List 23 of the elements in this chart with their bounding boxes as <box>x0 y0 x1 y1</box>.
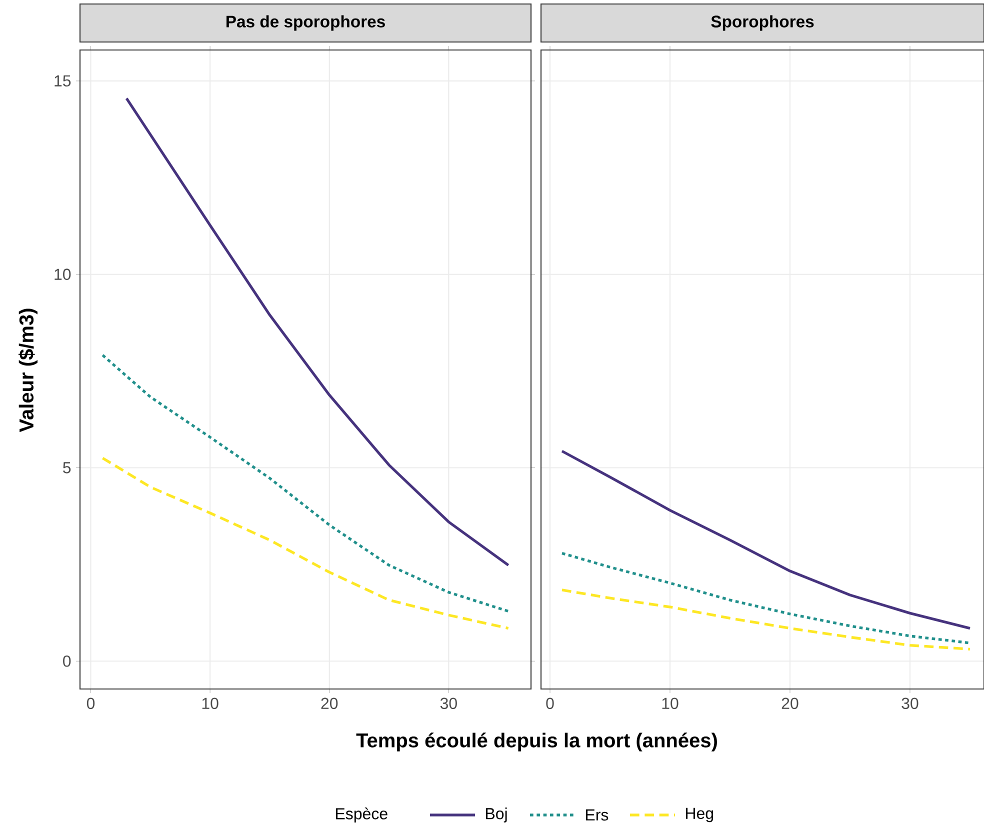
line-series <box>101 456 510 630</box>
x-tick-label: 0 <box>546 698 554 710</box>
x-tick-label: 10 <box>662 698 678 710</box>
legend-label: Boj <box>486 808 507 822</box>
y-tick-label: 0 <box>63 655 71 667</box>
y-axis-title: Valeur ($/m3) <box>18 308 38 432</box>
x-tick-label: 0 <box>86 698 95 710</box>
legend-title: Espèce <box>336 807 388 823</box>
line-series <box>101 354 510 613</box>
legend-label: Heg <box>686 808 714 822</box>
y-tick-label: 15 <box>54 75 71 87</box>
x-tick-label: 30 <box>902 698 918 710</box>
line-series <box>125 97 510 567</box>
y-tick-label: 5 <box>63 462 71 474</box>
legend-label: Ers <box>586 809 608 821</box>
x-tick-label: 30 <box>440 698 457 710</box>
x-tick-label: 10 <box>202 698 218 710</box>
chart-title: Pas de sporophores <box>226 15 385 31</box>
y-tick-label: 10 <box>54 268 71 280</box>
x-axis-title: Temps écoulé depuis la mort (années) <box>356 732 717 752</box>
chart-title: Sporophores <box>711 15 814 31</box>
x-tick-label: 20 <box>782 698 798 710</box>
x-tick-label: 20 <box>321 698 338 710</box>
